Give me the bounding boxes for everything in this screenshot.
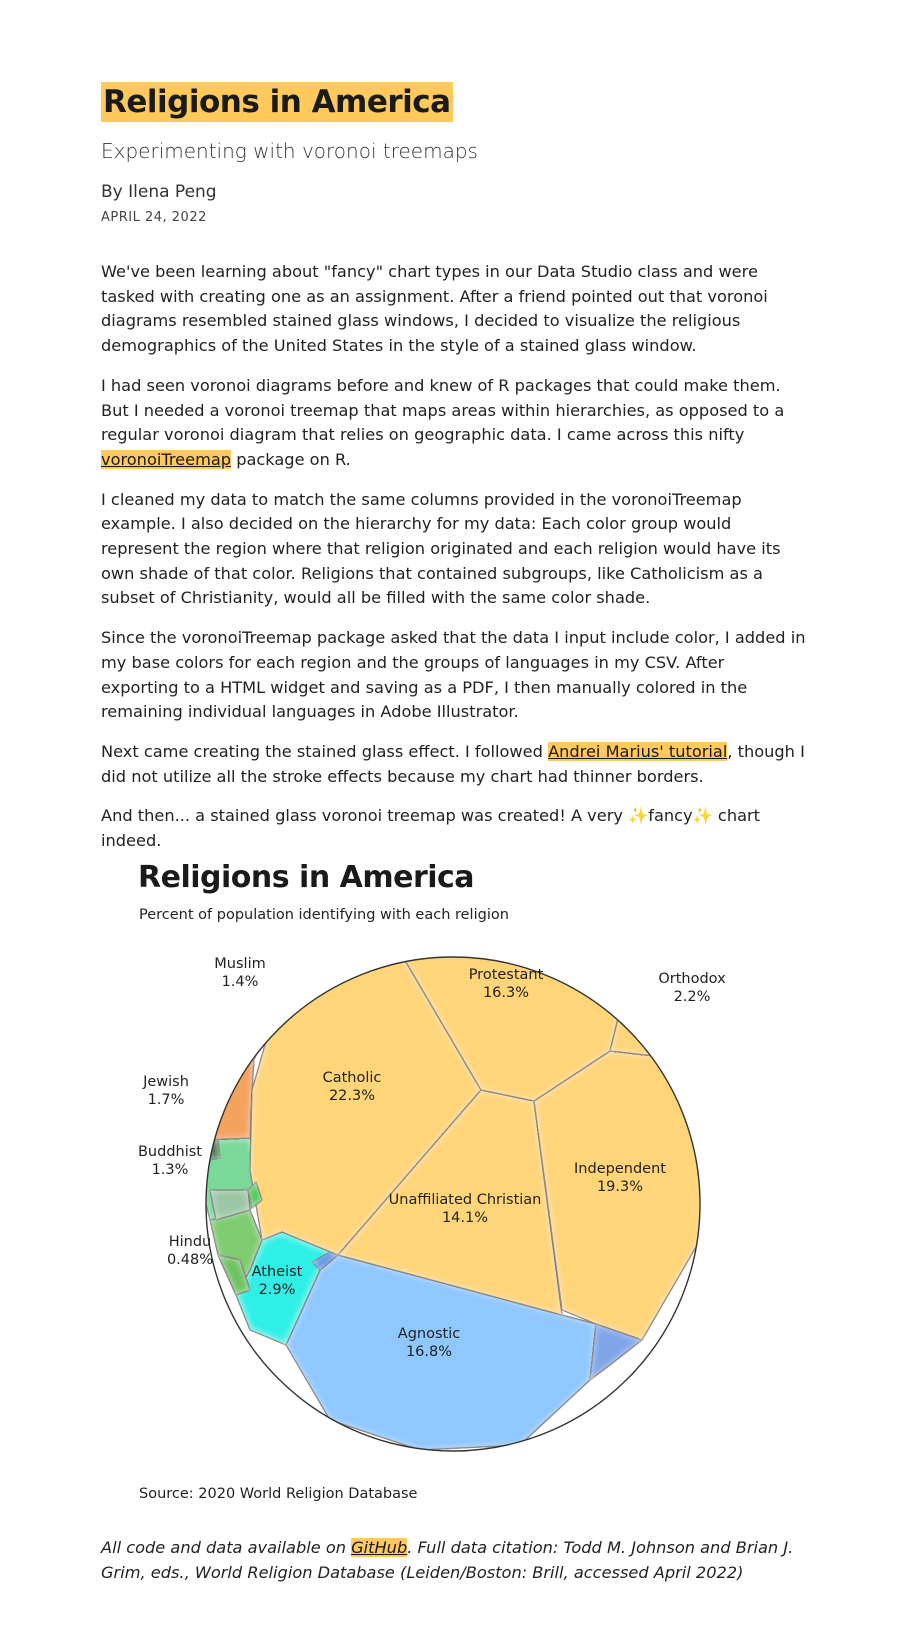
- paragraph-4: Since the voronoiTreemap package asked t…: [101, 628, 806, 722]
- cell-label-jewish: Jewish: [142, 1074, 189, 1090]
- shard-muslim-0: [230, 1029, 263, 1061]
- cell-value-protestant: 16.3%: [483, 985, 529, 1001]
- cell-value-hindu: 0.48%: [167, 1252, 213, 1268]
- footnote: All code and data available on GitHub. F…: [101, 1536, 821, 1585]
- article: Religions in America Experimenting with …: [101, 82, 806, 869]
- chart-source: Source: 2020 World Religion Database: [139, 1486, 418, 1502]
- cell-value-buddhist: 1.3%: [152, 1162, 189, 1178]
- cell-value-independent: 19.3%: [597, 1179, 643, 1195]
- cell-label-atheist: Atheist: [252, 1264, 303, 1280]
- paragraph-3: I cleaned my data to match the same colu…: [101, 489, 781, 608]
- shard-hindu-5: [217, 1254, 251, 1296]
- cell-label-protestant: Protestant: [469, 967, 544, 983]
- publish-date: APRIL 24, 2022: [101, 210, 207, 225]
- paragraph-2-text-b: package on R.: [231, 449, 351, 469]
- paragraph-1: We've been learning about "fancy" chart …: [101, 262, 768, 356]
- cell-value-unaffiliated-christian: 14.1%: [442, 1210, 488, 1226]
- shard-agnostic-7: [589, 1323, 643, 1381]
- chart-subtitle: Percent of population identifying with e…: [139, 907, 509, 923]
- tutorial-link[interactable]: Andrei Marius' tutorial: [548, 741, 728, 761]
- cell-value-muslim: 1.4%: [222, 974, 259, 990]
- paragraph-6: And then... a stained glass voronoi tree…: [101, 806, 760, 851]
- github-link[interactable]: GitHub: [351, 1538, 408, 1557]
- cell-label-unaffiliated-christian: Unaffiliated Christian: [389, 1192, 542, 1208]
- shard-atheist-8: [311, 1251, 339, 1271]
- paragraph-5-text-b: , though I did not utilize all the strok…: [101, 741, 805, 786]
- cell-independent: [533, 1050, 700, 1341]
- title-highlight: Religions in America: [101, 82, 453, 122]
- cell-value-catholic: 22.3%: [329, 1088, 375, 1104]
- paragraph-2-text-a: I had seen voronoi diagrams before and k…: [101, 375, 785, 445]
- cell-label-catholic: Catholic: [323, 1070, 382, 1086]
- cell-value-atheist: 2.9%: [259, 1282, 296, 1298]
- cell-value-agnostic: 16.8%: [406, 1344, 452, 1360]
- cell-label-orthodox: Orthodox: [658, 971, 726, 987]
- paragraph-5-text-a: Next came creating the stained glass eff…: [101, 741, 549, 761]
- byline: By Ilena Peng: [101, 182, 217, 202]
- chart-title: Religions in America: [138, 860, 475, 895]
- voronoi-treemap-link[interactable]: voronoiTreemap: [101, 449, 232, 469]
- shard-orthodox-6: [671, 1049, 700, 1101]
- treemap-outline: [205, 956, 701, 1452]
- cell-label-buddhist: Buddhist: [138, 1144, 202, 1160]
- shard-buddhist-3: [209, 1189, 251, 1221]
- cell-value-jewish: 1.7%: [148, 1092, 185, 1108]
- footnote-text-a: All code and data available on: [101, 1538, 352, 1557]
- voronoi-treemap: Catholic 22.3% Independent 19.3% Agnostic 16.…: [138, 956, 726, 1452]
- cell-label-muslim: Muslim: [214, 956, 265, 972]
- page-subtitle: Experimenting with voronoi treemaps: [101, 139, 478, 163]
- page-title: Religions in America: [103, 84, 451, 120]
- paragraph-5: Next came creating the stained glass eff…: [101, 740, 806, 789]
- chart-figure: Catholic 22.3% Independent 19.3% Agnostic 16.…: [0, 860, 900, 1520]
- cell-value-orthodox: 2.2%: [674, 989, 711, 1005]
- footnote-text-b: . Full data citation: Todd M. Johnson an…: [101, 1538, 794, 1582]
- shard-buddhist-4: [247, 1181, 263, 1209]
- cell-label-hindu: Hindu: [169, 1234, 212, 1250]
- paragraph-2: I had seen voronoi diagrams before and k…: [101, 374, 806, 473]
- cell-label-agnostic: Agnostic: [398, 1326, 460, 1342]
- article-body: We've been learning about "fancy" chart …: [101, 260, 806, 854]
- cell-label-independent: Independent: [574, 1161, 666, 1177]
